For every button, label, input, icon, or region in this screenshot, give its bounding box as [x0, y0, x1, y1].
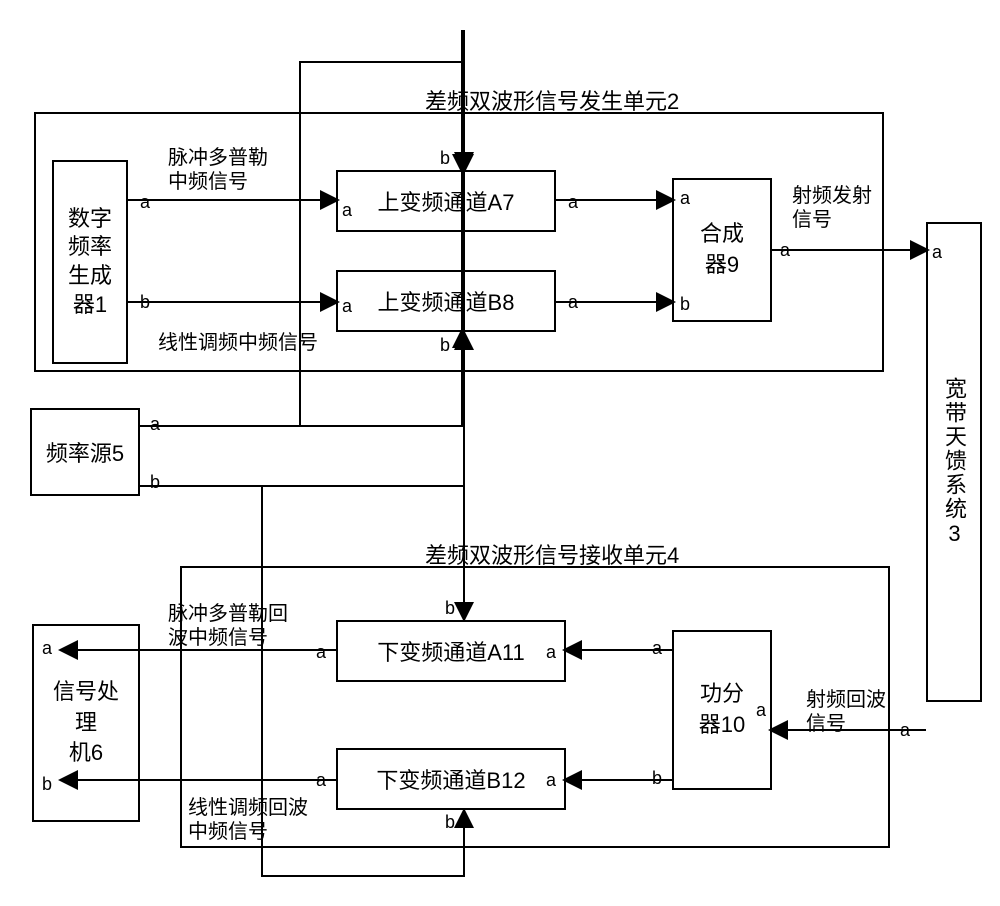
label-pulse-doppler-echo-if: 脉冲多普勒回 波中频信号	[168, 602, 288, 650]
synth9-port-a-out: a	[780, 240, 790, 261]
diagram-root: 差频双波形信号发生单元2 数字 频率 生成 器1 a b 上变频通道A7 a b…	[0, 0, 1000, 906]
antenna3-port-a-out: a	[900, 720, 910, 741]
split10-port-a-up: a	[652, 638, 662, 659]
dfg1-port-b: b	[140, 292, 150, 313]
dnB12-text: 下变频通道B12	[376, 763, 525, 795]
split10-port-b-dn: b	[652, 768, 662, 789]
dnB12-port-a-in: a	[546, 770, 556, 791]
upB8-text: 上变频通道B8	[378, 285, 515, 317]
upB8-port-a-in: a	[342, 296, 352, 317]
dnB12-port-b: b	[445, 812, 455, 833]
split10-port-a-in: a	[756, 700, 766, 721]
dnB12-port-a-out: a	[316, 770, 326, 791]
upA7-text: 上变频通道A7	[378, 185, 515, 217]
dfg1-port-a: a	[140, 192, 150, 213]
box-dnB12: 下变频通道B12	[336, 748, 566, 810]
dfg1-text: 数字 频率 生成 器1	[68, 205, 112, 319]
box-dnA11: 下变频通道A11	[336, 620, 566, 682]
antenna3-port-a-in: a	[932, 242, 942, 263]
upA7-port-a-out: a	[568, 192, 578, 213]
label-rf-tx: 射频发射 信号	[792, 184, 872, 232]
upA7-port-a-in: a	[342, 200, 352, 221]
box-upA7: 上变频通道A7	[336, 170, 556, 232]
upB8-port-a-out: a	[568, 292, 578, 313]
proc6-port-a: a	[42, 638, 52, 659]
box-dfg1: 数字 频率 生成 器1	[52, 160, 128, 364]
unit2-title: 差频双波形信号发生单元2	[425, 84, 679, 116]
synth9-text: 合成 器9	[700, 219, 744, 281]
box-freq5: 频率源5	[30, 408, 140, 496]
proc6-text: 信号处 理 机6	[53, 677, 119, 769]
dnA11-text: 下变频通道A11	[377, 635, 525, 667]
synth9-port-b-in: b	[680, 294, 690, 315]
synth9-port-a-in: a	[680, 188, 690, 209]
proc6-port-b: b	[42, 774, 52, 795]
label-pulse-doppler-if: 脉冲多普勒 中频信号	[168, 146, 268, 194]
upA7-port-b: b	[440, 148, 450, 169]
dnA11-port-a-in: a	[546, 642, 556, 663]
dnA11-port-a-out: a	[316, 642, 326, 663]
split10-text: 功分 器10	[699, 679, 745, 741]
upB8-port-b: b	[440, 335, 450, 356]
unit4-title: 差频双波形信号接收单元4	[425, 538, 679, 570]
freq5-port-a: a	[150, 414, 160, 435]
box-upB8: 上变频通道B8	[336, 270, 556, 332]
freq5-text: 频率源5	[46, 436, 124, 468]
label-rf-echo: 射频回波 信号	[806, 688, 886, 736]
label-chirp-if: 线性调频中频信号	[158, 326, 318, 355]
label-chirp-echo-if: 线性调频回波 中频信号	[188, 796, 308, 844]
freq5-port-b: b	[150, 472, 160, 493]
antenna3-text: 宽带天馈系统3	[938, 377, 970, 548]
box-antenna3: 宽带天馈系统3	[926, 222, 982, 702]
dnA11-port-b: b	[445, 598, 455, 619]
